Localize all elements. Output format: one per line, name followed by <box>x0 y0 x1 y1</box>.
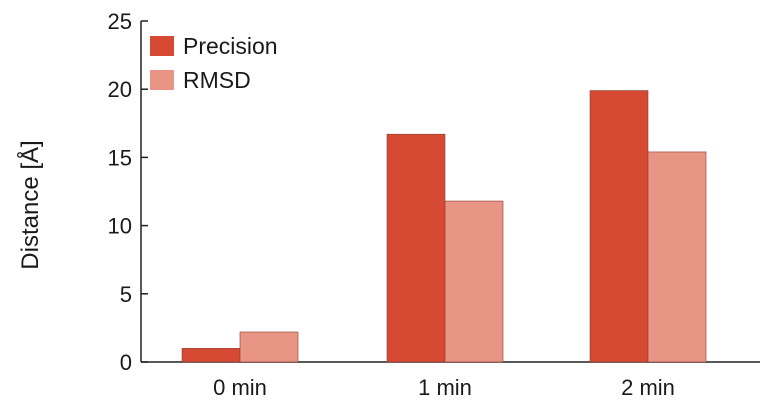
bar-rmsd-2-min <box>647 151 707 363</box>
y-tick-label: 25 <box>108 9 132 34</box>
y-tick-label: 5 <box>120 282 132 307</box>
y-tick-label: 10 <box>108 214 132 239</box>
legend-swatch-rmsd <box>150 70 174 90</box>
y-tick-label: 20 <box>108 77 132 102</box>
bar-precision-1-min <box>386 133 446 363</box>
legend-label-rmsd: RMSD <box>183 67 251 93</box>
bar-precision-0-min <box>181 348 241 363</box>
legend-label-precision: Precision <box>183 33 278 59</box>
bar-rmsd-1-min <box>444 200 504 363</box>
y-axis-title: Distance [Å] <box>16 140 44 269</box>
y-tick-label: 15 <box>108 145 132 170</box>
bar-precision-2-min <box>589 90 649 363</box>
bar-rmsd-0-min <box>239 331 299 363</box>
legend-swatch-precision <box>150 36 174 56</box>
legend: Precision RMSD <box>150 33 278 93</box>
x-tick-label: 0 min <box>213 375 267 400</box>
x-tick-label: 1 min <box>418 375 472 400</box>
y-tick-label: 0 <box>120 350 132 375</box>
x-tick-label: 2 min <box>621 375 675 400</box>
plot-area: 0 5 10 15 20 25 0 min 1 min 2 min <box>108 9 760 400</box>
